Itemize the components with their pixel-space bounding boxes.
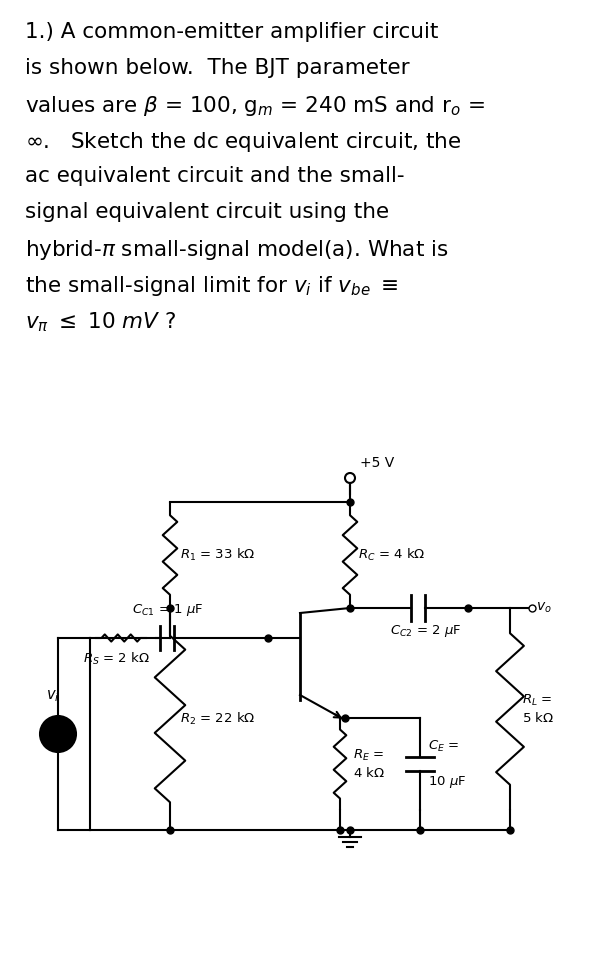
Text: 4 k$\Omega$: 4 k$\Omega$	[353, 766, 385, 780]
Text: ac equivalent circuit and the small-: ac equivalent circuit and the small-	[25, 166, 404, 186]
Text: +: +	[53, 723, 63, 736]
Text: $R_E$ =: $R_E$ =	[353, 747, 384, 763]
Text: $C_E$ =: $C_E$ =	[428, 739, 459, 754]
Text: $v_i$: $v_i$	[46, 689, 59, 704]
Text: 10 $\mu$F: 10 $\mu$F	[428, 774, 466, 790]
Text: $R_C$ = 4 k$\Omega$: $R_C$ = 4 k$\Omega$	[358, 547, 426, 563]
Text: $R_S$ = 2 k$\Omega$: $R_S$ = 2 k$\Omega$	[82, 651, 150, 667]
Text: hybrid-$\pi$ small-signal model(a). What is: hybrid-$\pi$ small-signal model(a). What…	[25, 238, 448, 262]
Text: +5 V: +5 V	[360, 456, 394, 470]
Text: $R_2$ = 22 k$\Omega$: $R_2$ = 22 k$\Omega$	[180, 711, 255, 727]
Text: the small-signal limit for $v_i$ if $v_{be}$ $\equiv$: the small-signal limit for $v_i$ if $v_{…	[25, 274, 398, 298]
Text: 5 k$\Omega$: 5 k$\Omega$	[522, 711, 554, 725]
Text: 1.) A common-emitter amplifier circuit: 1.) A common-emitter amplifier circuit	[25, 22, 438, 42]
Text: $\infty$.   Sketch the dc equivalent circuit, the: $\infty$. Sketch the dc equivalent circu…	[25, 130, 462, 154]
Text: $R_L$ =: $R_L$ =	[522, 693, 552, 707]
Text: $v_\pi$ $\leq$ 10 $mV$ ?: $v_\pi$ $\leq$ 10 $mV$ ?	[25, 310, 176, 333]
Text: is shown below.  The BJT parameter: is shown below. The BJT parameter	[25, 58, 410, 78]
Text: $C_{C1}$ = 1 $\mu$F: $C_{C1}$ = 1 $\mu$F	[132, 602, 203, 618]
Text: −: −	[52, 734, 64, 748]
Text: signal equivalent circuit using the: signal equivalent circuit using the	[25, 202, 389, 222]
Circle shape	[40, 716, 76, 752]
Text: $R_1$ = 33 k$\Omega$: $R_1$ = 33 k$\Omega$	[180, 547, 255, 563]
Text: values are $\beta$ = 100, g$_m$ = 240 mS and r$_o$ =: values are $\beta$ = 100, g$_m$ = 240 mS…	[25, 94, 485, 118]
Text: $C_{C2}$ = 2 $\mu$F: $C_{C2}$ = 2 $\mu$F	[390, 623, 462, 639]
Text: $v_o$: $v_o$	[536, 601, 552, 616]
